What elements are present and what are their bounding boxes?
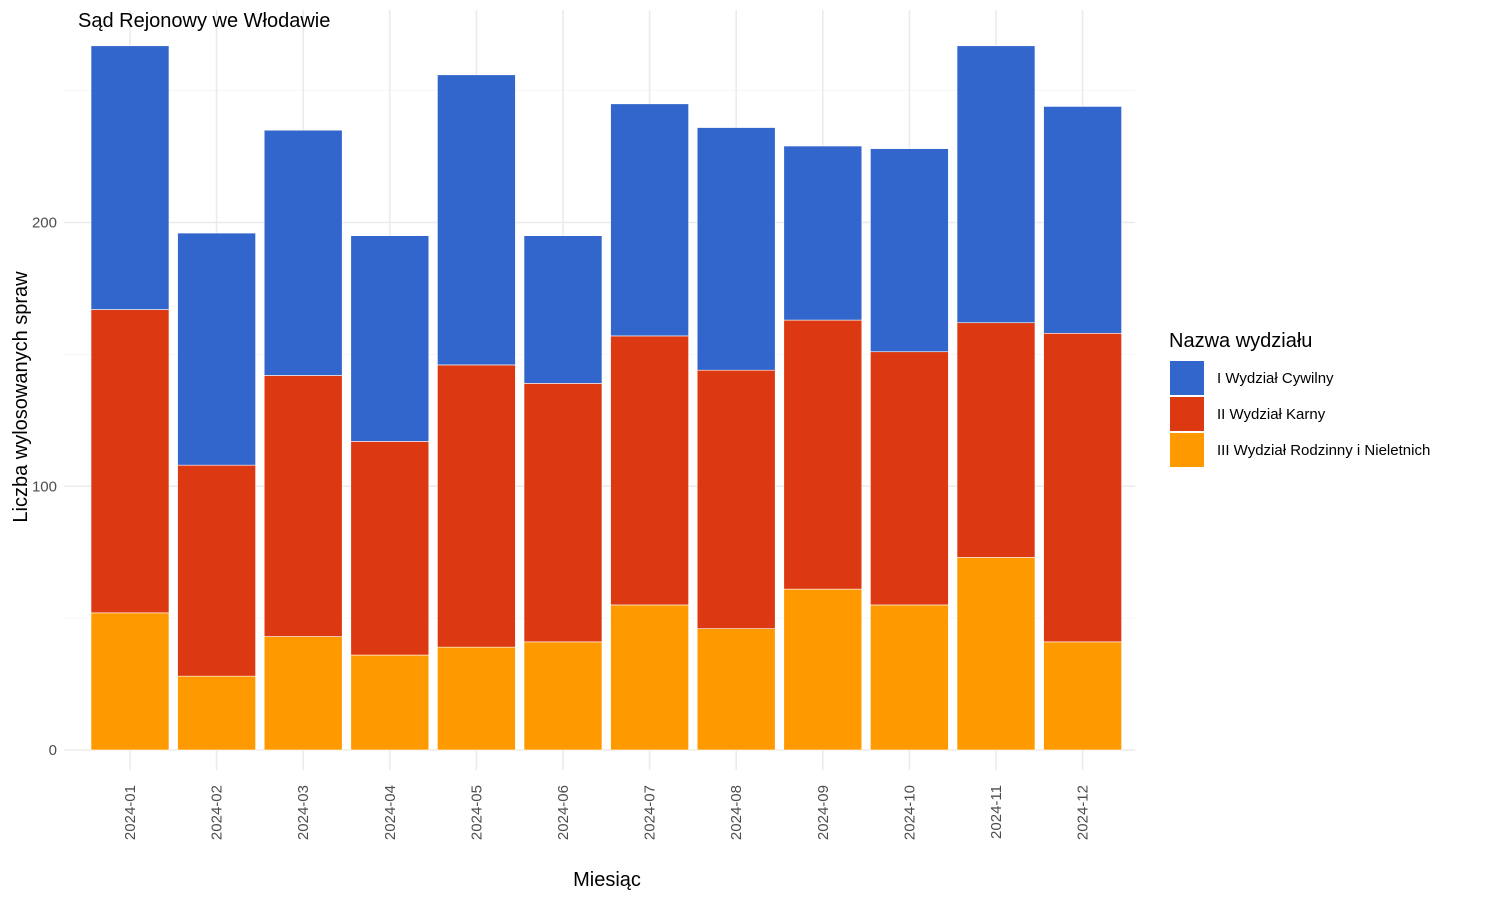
bar-segment <box>1043 641 1122 751</box>
bar-segment <box>783 588 863 751</box>
legend-label: III Wydział Rodzinny i Nieletnich <box>1217 442 1430 459</box>
chart-title: Sąd Rejonowy we Włodawie <box>78 10 330 32</box>
y-tick-label: 200 <box>32 215 57 232</box>
x-tick-label: 2024-11 <box>988 785 1005 839</box>
x-axis-ticks: 2024-01 2024-02 2024-03 2024-04 2024-05 2024-… <box>122 785 1092 840</box>
x-tick-label: 2024-03 <box>295 785 312 840</box>
legend-label: II Wydział Karny <box>1217 406 1326 423</box>
bar-segment <box>523 235 603 384</box>
x-tick-label: 2024-10 <box>901 785 918 840</box>
x-tick-label: 2024-06 <box>555 785 572 840</box>
bar-segment <box>696 127 776 371</box>
legend-title: Nazwa wydziału <box>1169 330 1312 352</box>
legend-label: I Wydział Cywilny <box>1217 370 1334 387</box>
legend-swatch <box>1170 433 1204 467</box>
bar-segment <box>263 129 343 376</box>
bar-segment <box>870 604 949 751</box>
bar-segment <box>610 103 689 337</box>
legend-swatch <box>1170 361 1204 395</box>
bar-segment <box>1043 106 1122 334</box>
x-tick-label: 2024-12 <box>1075 785 1092 840</box>
bar-segment <box>696 628 776 751</box>
bar-segment <box>350 441 430 656</box>
bars <box>90 45 1122 751</box>
bar-segment <box>177 464 256 677</box>
legend-swatch <box>1170 397 1204 431</box>
bar-segment <box>350 654 430 751</box>
y-tick-label: 0 <box>49 742 57 759</box>
bar-segment <box>437 364 516 648</box>
y-axis-title: Liczba wylosowanych spraw <box>10 271 32 523</box>
x-tick-label: 2024-04 <box>382 785 399 840</box>
bar-segment <box>177 232 256 466</box>
bar-segment <box>696 369 776 629</box>
bar-segment <box>263 375 343 637</box>
x-tick-label: 2024-05 <box>468 785 485 840</box>
bar-segment <box>90 45 170 310</box>
bar-segment <box>523 641 603 751</box>
bar-segment <box>956 557 1036 751</box>
bar-segment <box>437 646 516 751</box>
bar-segment <box>783 145 863 321</box>
y-tick-label: 100 <box>32 478 57 495</box>
bar-segment <box>610 335 689 606</box>
bar-segment <box>956 45 1036 324</box>
x-axis-title: Miesiąc <box>573 869 641 891</box>
y-axis-ticks: 0 100 200 <box>32 215 57 760</box>
bar-segment <box>350 235 430 442</box>
x-tick-label: 2024-08 <box>728 785 745 840</box>
x-tick-label: 2024-09 <box>815 785 832 840</box>
x-tick-label: 2024-07 <box>642 785 659 840</box>
bar-segment <box>523 383 603 643</box>
bar-segment <box>1043 332 1122 643</box>
bar-segment <box>870 351 949 606</box>
bar-segment <box>870 148 949 353</box>
legend-items: I Wydział Cywilny II Wydział Karny III Wyd… <box>1170 361 1430 467</box>
bar-segment <box>90 612 170 751</box>
bar-segment <box>610 604 689 751</box>
bar-segment <box>437 74 516 366</box>
legend: Nazwa wydziału I Wydział Cywilny II Wydzi… <box>1169 330 1430 467</box>
bar-segment <box>90 309 170 614</box>
bar-segment <box>783 319 863 590</box>
x-tick-label: 2024-02 <box>209 785 226 840</box>
bar-segment <box>263 636 343 751</box>
bar-segment <box>956 322 1036 558</box>
bar-segment <box>177 675 256 751</box>
x-tick-label: 2024-01 <box>122 785 139 840</box>
